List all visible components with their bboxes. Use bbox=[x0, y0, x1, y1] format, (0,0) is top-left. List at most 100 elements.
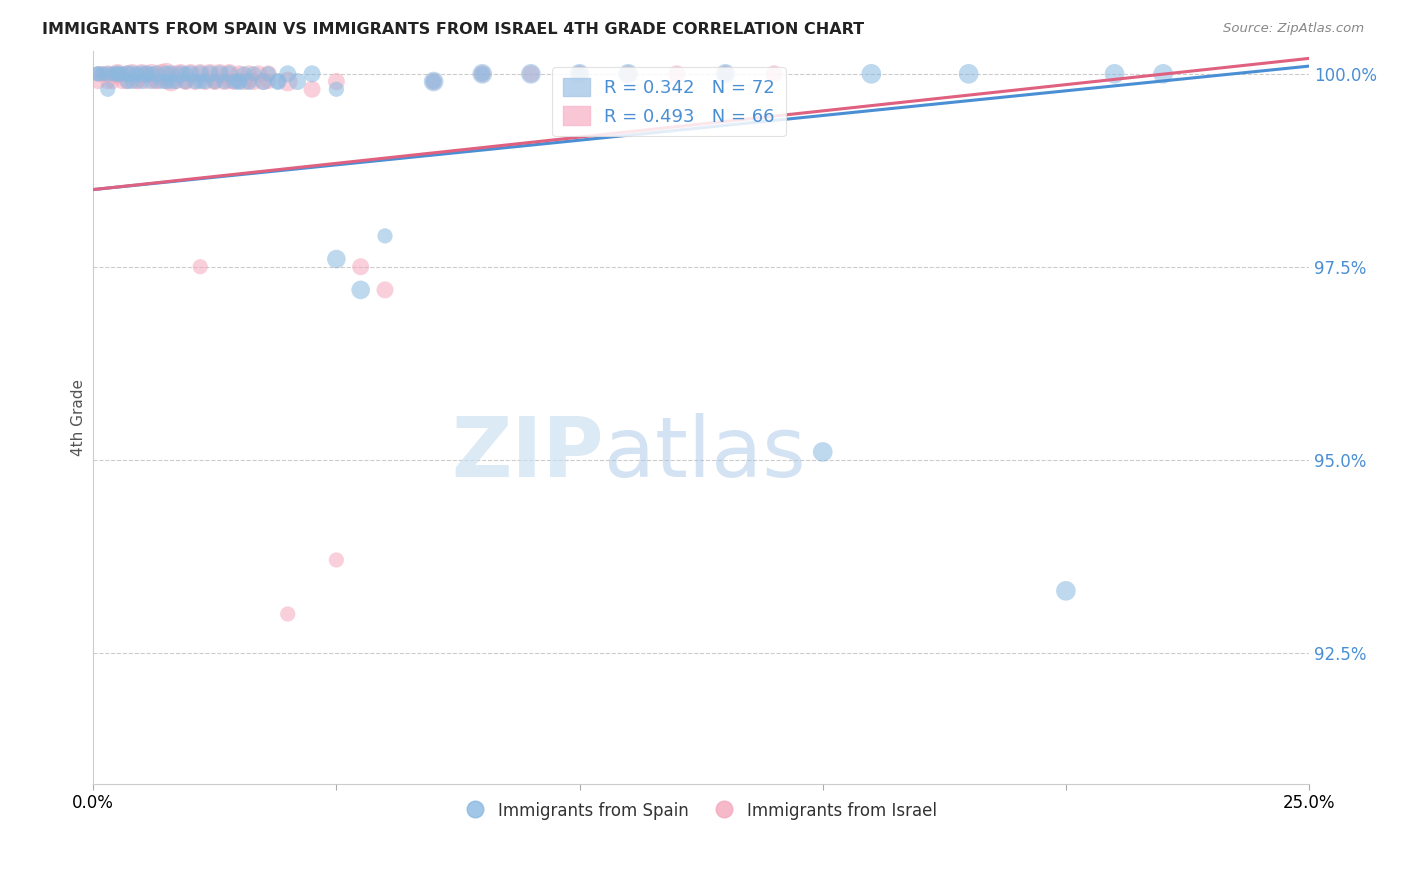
Point bbox=[198, 67, 221, 81]
Point bbox=[214, 74, 236, 88]
Point bbox=[214, 74, 236, 88]
Point bbox=[860, 67, 883, 81]
Point bbox=[115, 74, 138, 88]
Point bbox=[198, 67, 221, 81]
Point bbox=[125, 74, 148, 88]
Point bbox=[155, 74, 177, 88]
Text: atlas: atlas bbox=[603, 413, 806, 494]
Point bbox=[218, 74, 240, 88]
Point bbox=[247, 67, 270, 81]
Point bbox=[170, 67, 193, 81]
Point bbox=[101, 74, 124, 88]
Point bbox=[184, 74, 207, 88]
Point bbox=[145, 74, 167, 88]
Point bbox=[374, 228, 396, 243]
Point bbox=[194, 74, 217, 88]
Point bbox=[520, 67, 543, 81]
Point bbox=[165, 74, 187, 88]
Point bbox=[115, 67, 138, 81]
Point bbox=[1104, 67, 1126, 81]
Point bbox=[97, 67, 120, 81]
Point bbox=[87, 67, 110, 81]
Point bbox=[422, 74, 444, 88]
Point bbox=[141, 74, 163, 88]
Point bbox=[208, 67, 231, 81]
Point bbox=[145, 74, 167, 88]
Point bbox=[160, 67, 183, 81]
Point bbox=[107, 67, 129, 81]
Point bbox=[228, 74, 250, 88]
Point bbox=[301, 82, 323, 96]
Point bbox=[107, 67, 129, 81]
Point bbox=[115, 74, 138, 88]
Point bbox=[91, 67, 114, 81]
Point bbox=[242, 74, 264, 88]
Point bbox=[714, 67, 737, 81]
Point bbox=[267, 74, 290, 88]
Point bbox=[121, 74, 143, 88]
Point bbox=[325, 252, 347, 266]
Point bbox=[204, 74, 226, 88]
Point bbox=[107, 67, 129, 81]
Point bbox=[714, 67, 737, 81]
Point bbox=[115, 67, 138, 81]
Point bbox=[520, 67, 543, 81]
Point bbox=[101, 67, 124, 81]
Point bbox=[1054, 583, 1077, 598]
Point bbox=[228, 67, 250, 81]
Point bbox=[257, 74, 280, 88]
Point bbox=[568, 67, 591, 81]
Point bbox=[665, 67, 688, 81]
Point bbox=[150, 67, 173, 81]
Point bbox=[155, 67, 177, 81]
Point bbox=[252, 74, 274, 88]
Point bbox=[188, 67, 211, 81]
Point bbox=[160, 74, 183, 88]
Point bbox=[218, 67, 240, 81]
Text: Source: ZipAtlas.com: Source: ZipAtlas.com bbox=[1223, 22, 1364, 36]
Point bbox=[188, 260, 211, 274]
Point bbox=[135, 67, 157, 81]
Point bbox=[224, 74, 246, 88]
Point bbox=[107, 67, 129, 81]
Point bbox=[208, 67, 231, 81]
Point bbox=[111, 74, 134, 88]
Point bbox=[252, 74, 274, 88]
Point bbox=[350, 283, 373, 297]
Point bbox=[471, 67, 494, 81]
Point bbox=[131, 74, 153, 88]
Point bbox=[121, 67, 143, 81]
Point bbox=[155, 67, 177, 81]
Point bbox=[301, 67, 323, 81]
Point bbox=[125, 67, 148, 81]
Point bbox=[125, 74, 148, 88]
Point bbox=[617, 67, 640, 81]
Point bbox=[763, 67, 786, 81]
Y-axis label: 4th Grade: 4th Grade bbox=[72, 379, 86, 456]
Point bbox=[238, 74, 260, 88]
Point bbox=[97, 74, 120, 88]
Point bbox=[97, 82, 120, 96]
Point bbox=[188, 67, 211, 81]
Point bbox=[204, 74, 226, 88]
Point bbox=[135, 67, 157, 81]
Point bbox=[121, 67, 143, 81]
Point bbox=[87, 67, 110, 81]
Point bbox=[257, 67, 280, 81]
Point bbox=[277, 67, 299, 81]
Text: ZIP: ZIP bbox=[451, 413, 603, 494]
Point bbox=[131, 67, 153, 81]
Point bbox=[135, 74, 157, 88]
Point bbox=[811, 445, 834, 459]
Point bbox=[325, 553, 347, 567]
Point bbox=[204, 74, 226, 88]
Point bbox=[111, 67, 134, 81]
Point bbox=[150, 74, 173, 88]
Point bbox=[218, 67, 240, 81]
Point bbox=[277, 74, 299, 88]
Point bbox=[174, 74, 197, 88]
Point bbox=[97, 67, 120, 81]
Point bbox=[170, 67, 193, 81]
Point bbox=[165, 74, 187, 88]
Point bbox=[422, 74, 444, 88]
